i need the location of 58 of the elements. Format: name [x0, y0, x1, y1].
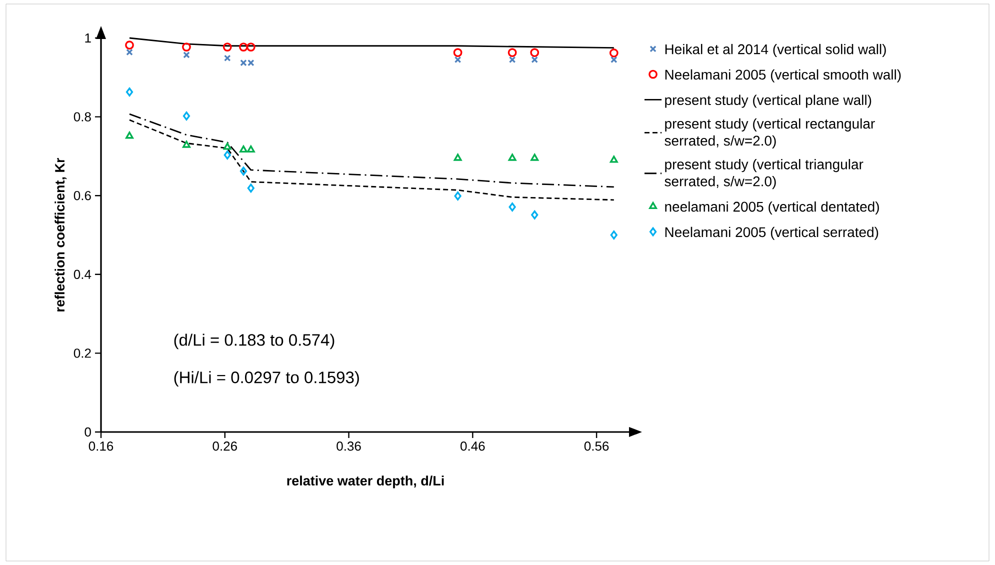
legend-label: present study (vertical triangular serrated, s/w=2.0)	[664, 159, 864, 190]
point	[239, 42, 248, 52]
point	[182, 42, 191, 52]
point	[125, 40, 134, 50]
x-tick-label: 0.26	[212, 442, 237, 451]
point	[246, 145, 255, 153]
point	[530, 154, 539, 161]
annotation: (Hi/Li = 0.0297 to 0.1593)	[174, 371, 359, 386]
point	[223, 142, 232, 150]
point	[508, 202, 516, 212]
point	[224, 54, 231, 62]
line-series	[128, 119, 615, 201]
point	[609, 48, 618, 58]
point	[610, 230, 618, 240]
point	[508, 56, 516, 64]
point	[240, 166, 248, 176]
point	[610, 56, 618, 64]
y-tick-label: 0.6	[74, 190, 91, 200]
point	[454, 56, 462, 64]
y-tick-label: 0.4	[74, 270, 92, 279]
y-tick-label: 1	[85, 34, 91, 42]
point	[224, 150, 231, 160]
point	[240, 145, 248, 153]
point	[222, 42, 232, 52]
y-axis-title: reflection coefficient, Kr	[54, 158, 67, 312]
x-tick-label: 0.56	[584, 442, 609, 451]
point	[183, 52, 190, 58]
x-tick-label: 0.36	[336, 442, 361, 451]
point	[247, 184, 254, 193]
legend-label: neelamani 2005 (vertical dentated)	[665, 201, 879, 214]
x-tick-label: 0.16	[88, 442, 114, 451]
point	[453, 48, 462, 58]
point	[454, 154, 462, 161]
point	[126, 88, 134, 96]
x-tick-label: 0.46	[460, 442, 485, 451]
legend-label: Neelamani 2005 (vertical serrated)	[665, 226, 878, 240]
point	[454, 192, 462, 200]
legend-label: Neelamani 2005 (vertical smooth wall)	[665, 69, 901, 82]
legend-label: present study (vertical plane wall)	[665, 94, 872, 108]
point	[530, 48, 540, 58]
y-tick-label: 0.2	[74, 348, 91, 358]
point	[531, 210, 538, 220]
point	[531, 56, 538, 64]
y-tick-label: 0	[84, 427, 91, 437]
point	[508, 154, 516, 161]
point	[126, 48, 133, 56]
point	[610, 156, 618, 163]
x-axis-title: relative water depth, d/Li	[287, 476, 444, 488]
point	[182, 112, 190, 120]
annotation: (d/Li = 0.183 to 0.574)	[174, 334, 334, 350]
point	[126, 132, 134, 139]
point	[508, 48, 517, 58]
legend-label: Heikal et al 2014 (vertical solid wall)	[665, 44, 886, 57]
point	[246, 42, 256, 52]
legend-label: present study (vertical rectangular serrated, s/w=2.0)	[664, 118, 875, 148]
line-series	[128, 113, 615, 188]
point	[182, 140, 190, 148]
y-tick-label: 0.8	[74, 112, 91, 122]
